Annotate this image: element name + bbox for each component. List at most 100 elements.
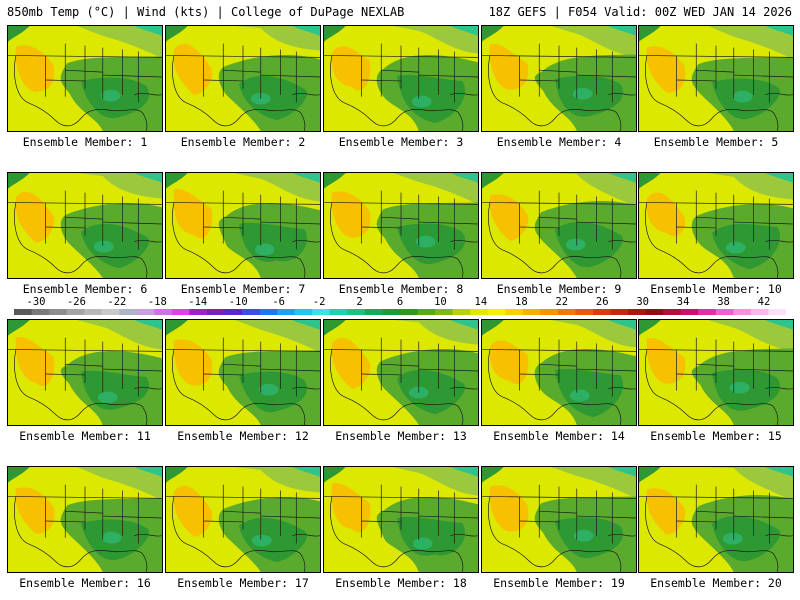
member-9-map [481, 172, 637, 279]
colorbar-swatch [540, 309, 559, 315]
member-1-map [7, 25, 163, 132]
member-3-label: Ensemble Member: 3 [338, 135, 464, 149]
colorbar-tick-label: 2 [356, 296, 363, 308]
member-15-label: Ensemble Member: 15 [650, 429, 782, 443]
member-18-label: Ensemble Member: 18 [335, 576, 467, 590]
colorbar-tick-label: -30 [26, 296, 46, 308]
colorbar-tick-label: -14 [188, 296, 208, 308]
colorbar-swatch [382, 309, 401, 315]
member-4-label: Ensemble Member: 4 [496, 135, 622, 149]
colorbar-swatch [242, 309, 261, 315]
member-4-map [481, 25, 637, 132]
colorbar-swatch [101, 309, 120, 315]
member-10-map [638, 172, 794, 279]
colorbar-swatch [610, 309, 629, 315]
colorbar-tick-label: 34 [676, 296, 690, 308]
colorbar-tick-label: -26 [66, 296, 86, 308]
member-7-label: Ensemble Member: 7 [180, 282, 306, 296]
colorbar-tick-label: -22 [107, 296, 127, 308]
colorbar-swatch [312, 309, 331, 315]
member-13-label: Ensemble Member: 13 [335, 429, 467, 443]
colorbar-swatch [277, 309, 296, 315]
member-12-map [165, 319, 321, 426]
member-9-label: Ensemble Member: 9 [496, 282, 622, 296]
colorbar-swatch [224, 309, 243, 315]
colorbar-tick-label: 18 [515, 296, 528, 308]
colorbar-swatch [715, 309, 734, 315]
colorbar-swatch [347, 309, 366, 315]
member-8-map [323, 172, 479, 279]
colorbar-swatch [557, 309, 577, 315]
colorbar-tick-label: 14 [474, 296, 488, 308]
member-6-map [7, 172, 163, 279]
colorbar-tick-label: 26 [595, 296, 609, 308]
member-11-map [7, 319, 163, 426]
colorbar-tick-label: 42 [757, 296, 771, 308]
colorbar-swatch [698, 309, 717, 315]
colorbar-swatch [207, 309, 226, 315]
colorbar-swatch [259, 309, 278, 315]
colorbar-swatch [522, 309, 541, 315]
member-20-label: Ensemble Member: 20 [650, 576, 782, 590]
member-19-label: Ensemble Member: 19 [493, 576, 625, 590]
colorbar-swatch [364, 309, 384, 315]
member-5-label: Ensemble Member: 5 [653, 135, 779, 149]
colorbar-swatch [435, 309, 454, 315]
header-left-title: 850mb Temp (°C) | Wind (kts) | College o… [7, 5, 405, 19]
member-16-map [7, 466, 163, 573]
colorbar-swatch [189, 309, 208, 315]
colorbar-swatch [154, 309, 173, 315]
colorbar-swatch [329, 309, 348, 315]
member-7-map [165, 172, 321, 279]
member-19-map [481, 466, 637, 573]
member-11-label: Ensemble Member: 11 [19, 429, 151, 443]
colorbar-tick-label: 6 [396, 296, 404, 308]
colorbar-swatch [733, 309, 752, 315]
colorbar-tick-label: -2 [312, 296, 326, 308]
colorbar-tick-label: 38 [717, 296, 730, 308]
colorbar-swatch [645, 309, 664, 315]
member-5-map [638, 25, 794, 132]
colorbar-swatch [136, 309, 155, 315]
colorbar-swatch [505, 309, 524, 315]
colorbar-swatch [470, 309, 489, 315]
colorbar-swatch [294, 309, 313, 315]
colorbar-swatch [575, 309, 594, 315]
colorbar-tick-label: -10 [228, 296, 248, 308]
colorbar-swatch [417, 309, 436, 315]
member-1-label: Ensemble Member: 1 [22, 135, 148, 149]
member-8-label: Ensemble Member: 8 [338, 282, 464, 296]
colorbar-tick-label: -18 [147, 296, 167, 308]
colorbar-swatch [680, 309, 699, 315]
member-14-label: Ensemble Member: 14 [493, 429, 625, 443]
colorbar-tick-label: 10 [434, 296, 447, 308]
colorbar-strip [14, 309, 786, 315]
member-12-label: Ensemble Member: 12 [177, 429, 309, 443]
member-2-map [165, 25, 321, 132]
colorbar-swatch [119, 309, 138, 315]
colorbar-swatch [14, 309, 33, 315]
header-right-title: 18Z GEFS | F054 Valid: 00Z WED JAN 14 20… [488, 5, 792, 19]
member-17-label: Ensemble Member: 17 [177, 576, 309, 590]
member-3-map [323, 25, 479, 132]
member-18-map [323, 466, 479, 573]
colorbar-swatch [768, 309, 786, 315]
member-10-label: Ensemble Member: 10 [650, 282, 782, 296]
colorbar-swatch [750, 309, 770, 315]
colorbar-tick-label: 30 [636, 296, 649, 308]
colorbar-tick-label: 22 [555, 296, 569, 308]
member-14-map [481, 319, 637, 426]
member-20-map [638, 466, 794, 573]
colorbar-swatch [84, 309, 103, 315]
colorbar-swatch [171, 309, 191, 315]
colorbar-swatch [400, 309, 419, 315]
colorbar-swatch [66, 309, 85, 315]
colorbar-swatch [487, 309, 506, 315]
member-15-map [638, 319, 794, 426]
colorbar-swatch [628, 309, 647, 315]
member-2-label: Ensemble Member: 2 [180, 135, 306, 149]
colorbar-swatch [31, 309, 50, 315]
colorbar-tick-label: -6 [272, 296, 285, 308]
colorbar-swatch [49, 309, 68, 315]
member-17-map [165, 466, 321, 573]
